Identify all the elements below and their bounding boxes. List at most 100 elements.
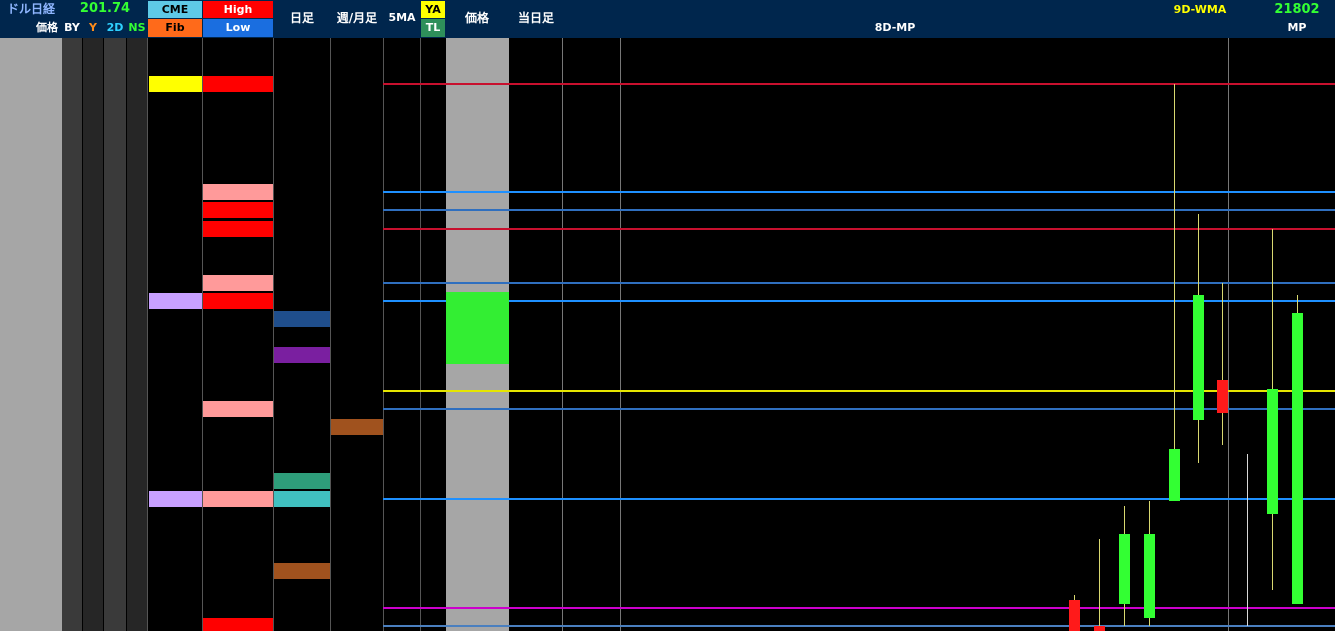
by-marker [62,544,82,562]
price-cell-2[interactable] [446,508,509,526]
price-cell[interactable] [0,436,62,454]
price-cell-2[interactable] [446,418,509,436]
price-cell[interactable] [0,599,62,617]
price-cell-2[interactable] [446,220,509,238]
high-low-label [203,401,273,418]
low-header[interactable]: Low [203,19,273,37]
price-cell[interactable] [0,183,62,201]
price2-header: 価格 [464,11,489,25]
by-marker [62,418,82,436]
price-cell[interactable] [0,57,62,75]
daily-header[interactable]: 日足 [289,11,314,25]
price-cell-2[interactable] [446,364,509,382]
price-cell-2[interactable] [446,183,509,201]
price-cell-2[interactable] [446,599,509,617]
price-cell[interactable] [0,617,62,631]
today-header[interactable]: 当日足 [517,11,554,25]
price-cell[interactable] [0,418,62,436]
d2-marker [104,472,126,490]
price-cell[interactable] [0,75,62,93]
price-cell-2[interactable] [446,400,509,418]
price-cell[interactable] [0,472,62,490]
price-cell-2[interactable] [446,238,509,256]
price-cell[interactable] [0,238,62,256]
price-cell[interactable] [0,129,62,147]
price-cell-2[interactable] [446,382,509,400]
price-cell[interactable] [0,382,62,400]
price-cell-2[interactable] [446,256,509,274]
price-cell-2[interactable] [446,327,509,346]
price-cell-2[interactable] [446,436,509,454]
price-cell[interactable] [0,201,62,219]
price-cell-2[interactable] [446,93,509,111]
candle-body [1193,295,1204,420]
price-cell[interactable] [0,562,62,580]
price-cell-2[interactable] [446,147,509,165]
price-cell-2[interactable] [446,111,509,129]
price-column [0,38,62,631]
high-low-label [203,617,273,631]
price-cell-2[interactable] [446,165,509,183]
by-column [62,38,82,631]
price-cell-2[interactable] [446,57,509,75]
price-cell[interactable] [0,111,62,129]
cme-level-label [149,491,202,508]
price-cell[interactable] [0,310,62,328]
price-cell[interactable] [0,364,62,382]
price-cell-2[interactable] [446,454,509,472]
price-cell-2[interactable] [446,472,509,490]
5ma-header[interactable]: 5MA [388,11,416,24]
9d-wma-header: 9D-WMA [1173,3,1227,16]
price-cell[interactable] [0,292,62,310]
price-cell-2[interactable] [446,39,509,57]
price-cell[interactable] [0,220,62,238]
mp-header: MP [1287,21,1307,34]
cme-header[interactable]: CME [148,1,202,18]
weekly-monthly-header[interactable]: 週/月足 [336,11,378,25]
high-low-label [203,220,273,237]
price-cell-2[interactable] [446,562,509,580]
price-cell[interactable] [0,581,62,599]
high-header[interactable]: High [203,1,273,18]
price-cell[interactable] [0,39,62,57]
fib-header[interactable]: Fib [148,19,202,37]
d2-marker [104,310,126,328]
price-cell[interactable] [0,490,62,508]
price-cell[interactable] [0,544,62,562]
candle-wick [1099,538,1100,631]
price-cell[interactable] [0,274,62,292]
tl-header[interactable]: TL [421,19,445,37]
price-cell[interactable] [0,165,62,183]
price-cell-2[interactable] [446,490,509,508]
price-cell[interactable] [0,93,62,111]
candle-body [1094,625,1105,631]
price-cell-2[interactable] [446,274,509,292]
price-cell[interactable] [0,508,62,526]
daily-level-label [274,491,330,508]
price-cell-2[interactable] [446,129,509,147]
ya-header[interactable]: YA [421,1,445,18]
price-cell-2[interactable] [446,617,509,631]
price-cell-2[interactable] [446,544,509,562]
price-cell-2[interactable] [446,309,509,328]
price-cell-2[interactable] [446,291,509,310]
price-cell[interactable] [0,328,62,346]
price-cell[interactable] [0,147,62,165]
price-cell[interactable] [0,256,62,274]
by-marker [62,328,82,346]
by-marker [62,346,82,364]
price-cell[interactable] [0,346,62,364]
price-cell[interactable] [0,400,62,418]
price-cell-2[interactable] [446,201,509,219]
by-marker [62,562,82,580]
high-low-label [203,76,273,93]
price-cell-2[interactable] [446,526,509,544]
price-cell[interactable] [0,454,62,472]
price-cell-2[interactable] [446,345,509,364]
candle-body [1292,313,1303,604]
price-level-line [383,408,1335,411]
price-cell-2[interactable] [446,581,509,599]
high-low-label [203,184,273,201]
price-cell[interactable] [0,526,62,544]
price-cell-2[interactable] [446,75,509,93]
